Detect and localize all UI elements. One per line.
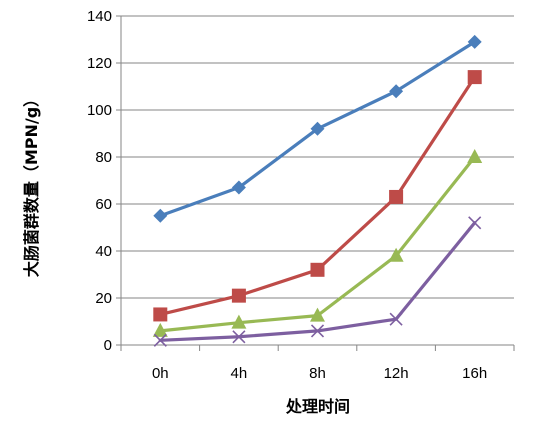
y-tick-label: 80 — [95, 149, 112, 166]
data-point-square — [153, 307, 168, 322]
data-point-diamond — [153, 208, 168, 223]
axes — [116, 15, 515, 351]
x-stroke — [153, 333, 167, 347]
y-tick-label: 0 — [104, 337, 112, 354]
series-3 — [152, 149, 483, 337]
data-point-square — [467, 70, 482, 85]
y-tick-label: 40 — [95, 243, 112, 260]
series-4 — [153, 216, 482, 347]
data-point-diamond — [310, 121, 325, 136]
data-point-x — [310, 324, 325, 338]
data-point-diamond — [231, 180, 246, 195]
series-1 — [153, 34, 482, 223]
x-tick-label: 16h — [462, 365, 487, 382]
data-point-triangle — [152, 322, 168, 337]
data-point-triangle — [467, 149, 483, 163]
data-point-diamond — [389, 84, 404, 99]
series-layer — [152, 34, 483, 347]
x-stroke — [389, 312, 403, 326]
data-point-triangle — [388, 247, 404, 262]
x-axis-title: 处理时间 — [285, 397, 350, 416]
x-stroke — [468, 216, 482, 230]
data-point-triangle — [310, 307, 325, 322]
data-point-square — [231, 288, 246, 303]
y-tick-label: 120 — [87, 55, 112, 72]
grid-lines — [121, 15, 514, 299]
data-point-square — [389, 189, 404, 204]
x-stroke — [232, 330, 246, 344]
data-point-x — [389, 312, 403, 326]
x-tick-label: 4h — [231, 365, 248, 382]
x-tick-label: 12h — [384, 365, 409, 382]
data-point-diamond — [467, 34, 482, 49]
data-point-square — [310, 262, 325, 277]
data-point-x — [468, 216, 482, 230]
y-axis-title: 大肠菌群数量（MPN/g） — [22, 91, 41, 277]
y-tick-label: 60 — [95, 196, 112, 213]
x-stroke — [310, 324, 325, 338]
data-point-triangle — [231, 314, 247, 329]
x-tick-label: 0h — [152, 365, 169, 382]
series-2 — [153, 70, 482, 322]
x-tick-label: 8h — [309, 365, 326, 382]
y-tick-label: 140 — [87, 8, 112, 25]
data-point-x — [153, 333, 167, 347]
y-tick-labels: 0 20 40 60 80 100 120 140 — [87, 8, 112, 354]
y-tick-label: 100 — [87, 102, 112, 119]
x-tick-labels: 0h 4h 8h 12h 16h — [152, 365, 487, 382]
series-line — [158, 221, 477, 342]
y-tick-label: 20 — [95, 290, 112, 307]
data-point-x — [232, 330, 246, 344]
